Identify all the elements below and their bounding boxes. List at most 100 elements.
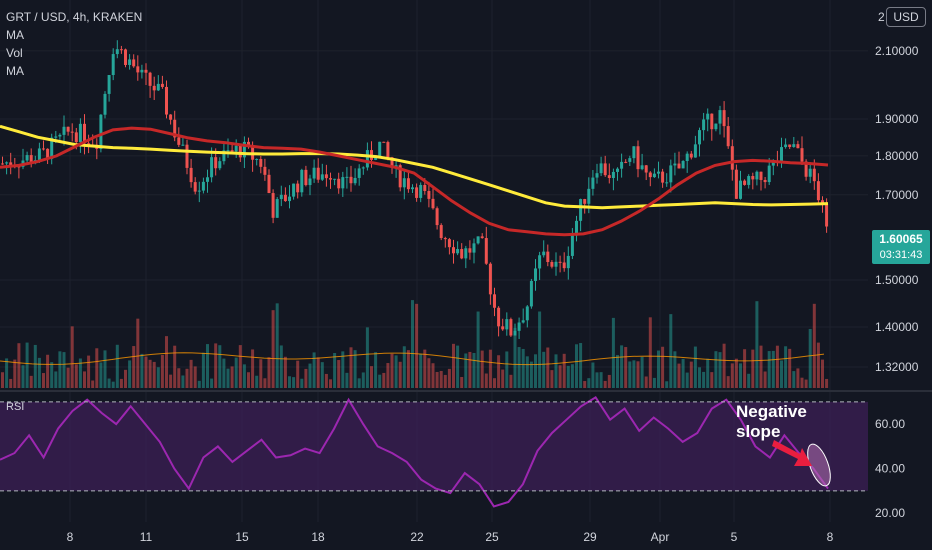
rsi-pane-label[interactable]: RSI <box>6 401 25 413</box>
candle-body <box>361 167 365 169</box>
volume-bar <box>218 345 222 388</box>
volume-bar <box>210 378 214 388</box>
candle-body <box>546 251 550 263</box>
slope-arrow <box>772 440 812 466</box>
volume-bar <box>775 345 779 388</box>
candle-body <box>816 181 820 201</box>
volume-bar <box>743 349 747 388</box>
candle-body <box>78 123 82 143</box>
last-price-value: 1.60065 <box>879 232 923 246</box>
candle-body <box>435 208 439 226</box>
volume-bar <box>657 350 660 388</box>
candle-body <box>644 165 648 173</box>
volume-bar <box>821 359 824 388</box>
volume-bar <box>119 378 123 388</box>
candle-body <box>415 187 419 198</box>
volume-bar <box>259 359 263 388</box>
price-tick-label: 1.40000 <box>875 320 919 334</box>
volume-bar <box>488 349 492 388</box>
candle-body <box>603 163 607 176</box>
currency-button[interactable]: USD <box>886 7 926 27</box>
bar-countdown: 03:31:43 <box>879 249 923 261</box>
candle-body <box>177 137 181 145</box>
candle-body <box>312 167 316 179</box>
candle-body <box>534 268 537 281</box>
volume-bar <box>759 345 763 388</box>
symbol-title: GRT / USD, 4h, KRAKEN <box>6 10 143 24</box>
candle-body <box>193 182 197 192</box>
candle-body <box>29 155 33 164</box>
volume-bar <box>816 342 820 388</box>
volume-bar <box>50 362 54 388</box>
candle-body <box>337 178 341 189</box>
candle-body <box>296 183 300 193</box>
candle-body <box>476 236 480 244</box>
candle-body <box>796 144 800 149</box>
candle-body <box>210 157 214 178</box>
price-tick-label: 1.80000 <box>875 149 919 163</box>
candle-body <box>562 262 566 269</box>
volume-bar <box>357 378 361 388</box>
volume-bar <box>624 347 628 388</box>
volume-bar <box>714 351 718 388</box>
volume-bar <box>1 372 4 388</box>
volume-bar <box>337 360 341 388</box>
candle-body <box>575 220 578 236</box>
volume-bar <box>91 380 95 388</box>
candle-body <box>382 141 386 143</box>
volume-bar <box>501 369 505 388</box>
volume-bar <box>476 311 480 388</box>
candle-body <box>267 174 271 194</box>
volume-bar <box>616 355 619 388</box>
volume-bar <box>234 357 238 388</box>
candle-body <box>780 147 783 163</box>
volume-bar <box>169 374 173 388</box>
volume-bar <box>173 345 177 388</box>
rsi-tick-label: 20.00 <box>875 506 905 520</box>
candle-body <box>472 243 476 253</box>
candle-body <box>234 145 238 152</box>
candle-body <box>669 165 673 183</box>
volume-bar <box>706 358 710 388</box>
candle-body <box>759 171 763 180</box>
candle-body <box>579 199 583 221</box>
candle-body <box>365 150 369 168</box>
candle-body <box>70 131 74 133</box>
volume-bar <box>447 368 451 388</box>
candle-body <box>140 69 144 73</box>
legend-ma-1[interactable]: MA <box>6 28 24 42</box>
volume-bar <box>812 303 816 388</box>
volume-bar <box>238 345 242 388</box>
candle-body <box>452 247 455 254</box>
volume-bar <box>661 346 665 388</box>
candle-body <box>591 177 595 189</box>
legend-ma-2[interactable]: MA <box>6 64 24 78</box>
candle-body <box>218 161 222 169</box>
candle-body <box>521 320 525 323</box>
candle-body <box>46 148 50 159</box>
volume-bar <box>193 366 197 388</box>
volume-bar <box>595 372 599 388</box>
candle-body <box>431 198 435 209</box>
volume-bar <box>296 360 300 388</box>
candle-body <box>320 174 324 180</box>
candle-body <box>357 168 361 178</box>
volume-bar <box>599 372 603 388</box>
candle-body <box>722 110 726 127</box>
rsi-line <box>0 396 829 508</box>
volume-bar <box>796 368 800 388</box>
legend-vol[interactable]: Vol <box>6 46 23 60</box>
candle-body <box>238 145 242 158</box>
candle-body <box>197 190 201 192</box>
volume-bar <box>472 352 476 388</box>
volume-bar <box>189 359 193 388</box>
volume-bar <box>5 358 9 388</box>
volume-bar <box>464 353 468 388</box>
last-price-tag: 1.60065 03:31:43 <box>872 230 930 264</box>
volume-ma-line <box>0 352 825 366</box>
volume-bar <box>37 357 41 388</box>
candle-body <box>374 157 378 160</box>
volume-bar <box>329 379 332 388</box>
volume-bar <box>58 351 62 388</box>
